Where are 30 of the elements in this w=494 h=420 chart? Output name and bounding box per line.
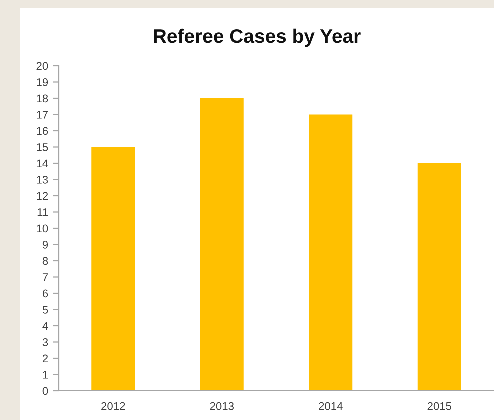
y-tick-label: 18 bbox=[37, 94, 48, 103]
y-tick-label: 16 bbox=[37, 127, 48, 136]
y-tick-label: 15 bbox=[37, 144, 48, 152]
y-tick-label: 7 bbox=[42, 274, 48, 282]
y-tick-label: 6 bbox=[42, 290, 48, 298]
x-tick-label: 2014 bbox=[319, 402, 343, 410]
y-tick-label: 8 bbox=[42, 257, 48, 266]
x-tick-label: 2012 bbox=[102, 402, 126, 410]
y-tick-label: 19 bbox=[37, 78, 48, 86]
y-tick-label: 13 bbox=[37, 176, 48, 184]
bar bbox=[309, 114, 353, 391]
bar bbox=[92, 147, 136, 391]
x-tick-label: 2015 bbox=[428, 402, 452, 410]
y-tick-label: 20 bbox=[36, 62, 48, 70]
y-tick-label: 11 bbox=[38, 208, 48, 216]
bar bbox=[418, 164, 462, 391]
y-tick-label: 4 bbox=[42, 322, 48, 330]
x-tick-label: 2013 bbox=[210, 402, 234, 410]
y-tick-label: 2 bbox=[42, 354, 48, 363]
y-tick-label: 1 bbox=[43, 371, 48, 379]
bar bbox=[200, 98, 244, 391]
y-tick-label: 9 bbox=[42, 241, 48, 249]
y-tick-label: 17 bbox=[37, 111, 48, 119]
y-tick-label: 12 bbox=[37, 192, 48, 200]
y-tick-label: 14 bbox=[37, 160, 48, 168]
y-tick-label: 3 bbox=[42, 338, 48, 346]
y-tick-label: 0 bbox=[42, 387, 48, 396]
y-tick-label: 10 bbox=[37, 224, 48, 233]
y-tick-label: 5 bbox=[42, 306, 48, 314]
chart-title: Referee Cases by Year bbox=[154, 28, 361, 48]
